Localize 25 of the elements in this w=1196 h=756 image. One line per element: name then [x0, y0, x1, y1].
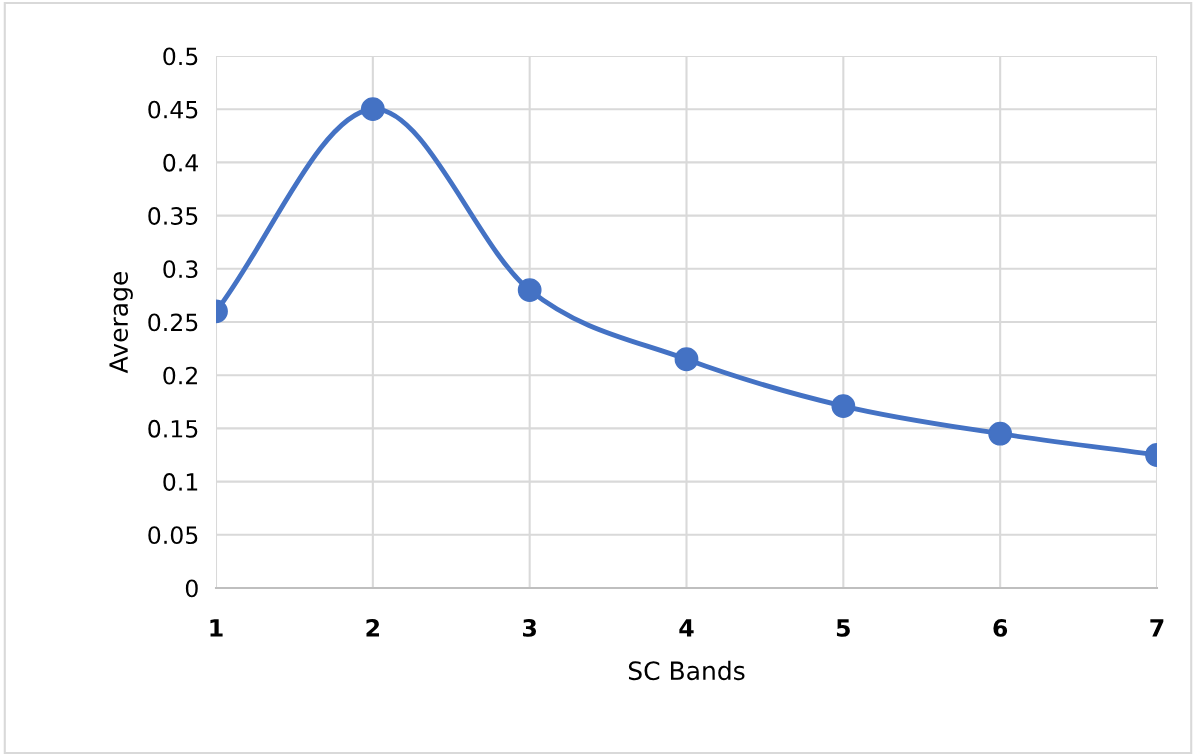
y-axis-title: Average	[109, 272, 133, 374]
point	[517, 278, 542, 302]
point	[988, 421, 1013, 446]
y-tick-label: 0.4	[163, 153, 199, 172]
y-tick-label: 0.35	[148, 207, 198, 225]
x-tick-label: 2	[366, 618, 379, 637]
x-tick-label: 4	[679, 619, 694, 637]
point	[360, 97, 385, 122]
x-tick-label: 5	[836, 619, 850, 637]
y-tick-label: 0.1	[163, 473, 198, 491]
y-tick-label: 0.05	[148, 526, 198, 545]
y-tick-label: 0.5	[163, 47, 198, 66]
y-tick-label: 0	[185, 579, 198, 598]
y-tick-label: 0.25	[148, 313, 198, 332]
y-tick-label: 0.45	[148, 100, 198, 119]
point	[674, 347, 699, 372]
x-tick-label: 6	[993, 618, 1008, 637]
y-tick-label: 0.2	[163, 366, 197, 385]
x-tick-label: 3	[523, 618, 536, 637]
y-tick-label: 0.15	[148, 419, 198, 438]
x-tick-label: 7	[1150, 619, 1164, 637]
x-tick-label: 1	[210, 619, 223, 637]
y-tick-label: 0.3	[163, 260, 198, 279]
x-axis-title: SC Bands	[628, 660, 745, 681]
point	[831, 394, 856, 418]
